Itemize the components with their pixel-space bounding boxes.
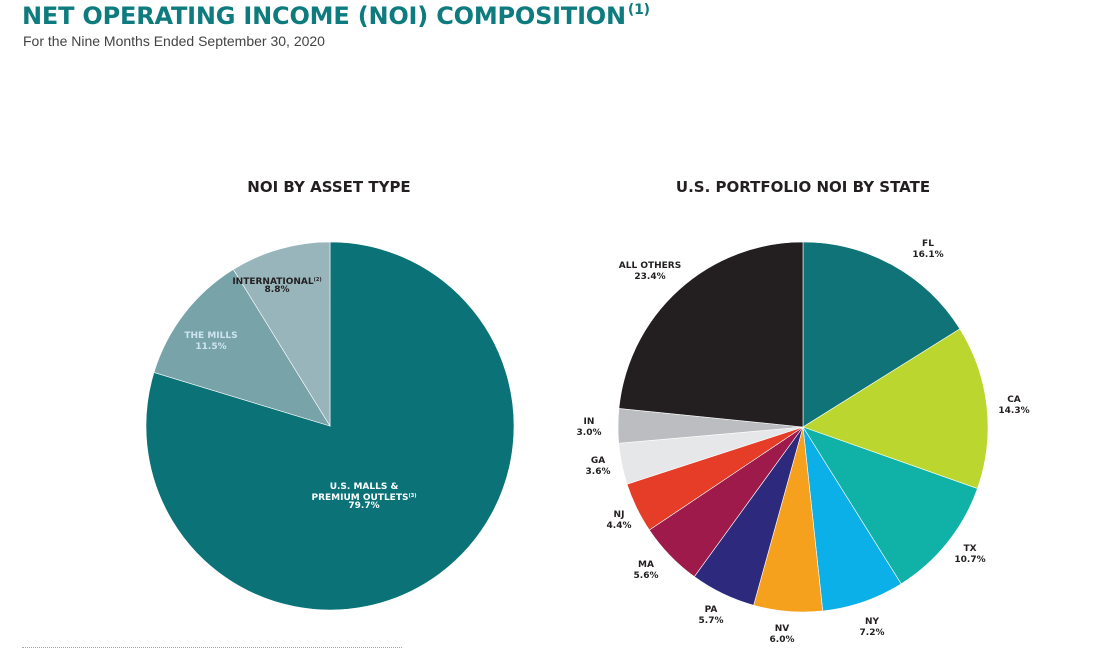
slice-label-nj: NJ 4.4% (607, 510, 632, 531)
slice-value: 3.0% (577, 428, 602, 438)
pie-slice-fl (802, 241, 961, 428)
slice-value: 8.8% (265, 285, 290, 295)
slice-label-ca: CA 14.3% (998, 395, 1029, 416)
slice-label-in: IN 3.0% (577, 417, 602, 438)
pie-slice-tx (802, 426, 978, 585)
slice-value: 11.5% (195, 342, 226, 352)
pie-slice-u-s-malls-premium-outlets (145, 241, 515, 611)
page-subtitle: For the Nine Months Ended September 30, … (23, 33, 325, 49)
page-title: NET OPERATING INCOME (NOI) COMPOSITION (1… (22, 2, 650, 30)
slice-value: 79.7% (348, 501, 379, 511)
slice-value: 3.6% (586, 467, 611, 477)
slice-label-ga: GA 3.6% (586, 456, 611, 477)
pie-slice-international (232, 241, 331, 428)
slice-value: 4.4% (607, 521, 632, 531)
pie-slice-ca (802, 328, 989, 489)
footnote-marker: (3) (408, 493, 416, 499)
slice-label-nv: NV 6.0% (770, 624, 795, 645)
pie-slice-the-mills (153, 269, 331, 427)
title-footnote-marker: (1) (627, 2, 650, 18)
slice-label-pa: PA 5.7% (699, 605, 724, 626)
pie-chart-state: U.S. PORTFOLIO NOI BY STATE FL 16.1% CA 14.3… (577, 178, 1030, 645)
slice-label-u-s-malls-premium-outlets: U.S. MALLS & PREMIUM OUTLETS(3) 79.7% (311, 482, 416, 511)
slice-value: 5.7% (699, 616, 724, 626)
slice-label-ma: MA 5.6% (634, 560, 659, 581)
slice-label-the-mills: THE MILLS 11.5% (184, 331, 237, 352)
slice-value: 16.1% (912, 250, 943, 260)
slice-value: 5.6% (634, 571, 659, 581)
slice-value: 10.7% (954, 555, 985, 565)
pie-slice-all-others (618, 241, 804, 428)
chart-title: U.S. PORTFOLIO NOI BY STATE (676, 178, 930, 196)
slice-label-tx: TX 10.7% (954, 544, 985, 565)
slice-label-ny: NY 7.2% (860, 617, 885, 638)
slice-label-fl: FL 16.1% (912, 239, 943, 260)
slice-value: 7.2% (860, 628, 885, 638)
slice-value: 23.4% (634, 272, 665, 282)
footnote-marker: (2) (314, 277, 322, 283)
slice-label-all-others: ALL OTHERS 23.4% (619, 261, 681, 282)
slice-value: 14.3% (998, 406, 1029, 416)
chart-title: NOI BY ASSET TYPE (247, 178, 410, 196)
slice-label-international: INTERNATIONAL(2) 8.8% (232, 277, 321, 295)
footnote-divider (22, 647, 402, 649)
slice-value: 6.0% (770, 635, 795, 645)
